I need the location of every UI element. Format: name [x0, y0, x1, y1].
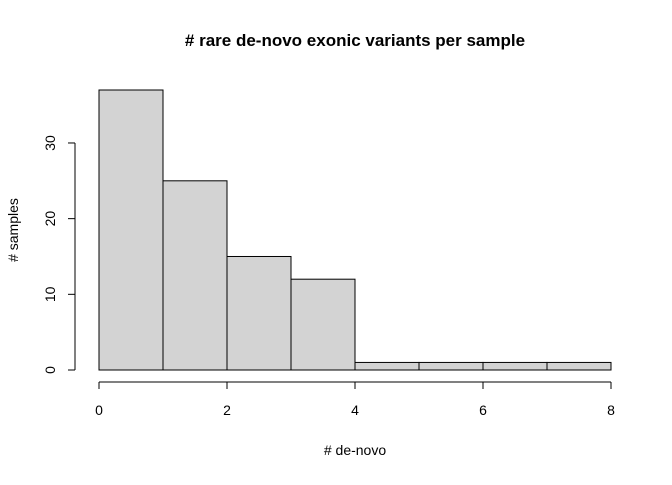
histogram-bar-6: [482, 361, 548, 371]
x-axis: 0 2 4 6 8: [95, 381, 615, 418]
y-axis-label: # samples: [5, 198, 21, 262]
x-axis-label: # de-novo: [324, 442, 386, 458]
histogram-bar-7: [546, 361, 612, 371]
x-tick-label: 6: [479, 402, 487, 418]
y-tick-label: 30: [42, 135, 58, 151]
y-tick-label: 10: [42, 286, 58, 302]
x-tick-label: 4: [351, 402, 359, 418]
x-tick-label: 8: [607, 402, 615, 418]
x-tick-label: 2: [223, 402, 231, 418]
histogram-bar-1: [162, 180, 228, 371]
y-tick-label: 0: [42, 366, 58, 374]
histogram-bar-5: [418, 361, 484, 371]
y-axis: 0 10 20 30: [42, 135, 76, 374]
bars-group: [98, 89, 612, 371]
histogram-bar-3: [290, 278, 356, 371]
x-tick-label: 0: [95, 402, 103, 418]
histogram-bar-4: [354, 361, 420, 371]
histogram-bar-2: [226, 255, 292, 371]
y-tick-label: 20: [42, 211, 58, 227]
histogram-bar-0: [98, 89, 164, 371]
chart-title: # rare de-novo exonic variants per sampl…: [185, 31, 525, 50]
